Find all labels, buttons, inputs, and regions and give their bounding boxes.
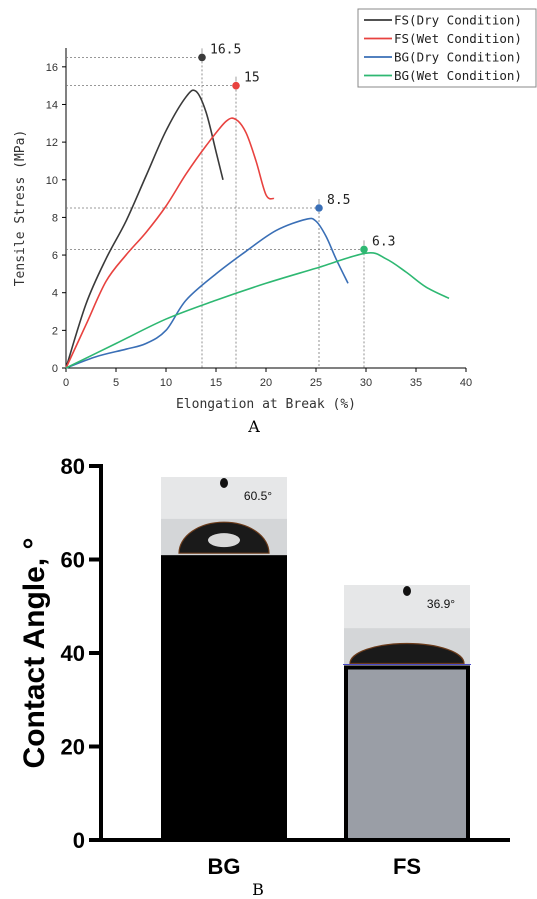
series-line-2	[65, 217, 349, 369]
y-tick-label: 80	[61, 454, 85, 479]
series-lines	[65, 89, 450, 369]
needle-drop	[220, 478, 228, 488]
peak-markers: 16.515 8.5 6.3	[198, 42, 395, 254]
y-tick-label: 8	[52, 212, 58, 224]
needle-drop	[403, 586, 411, 596]
peak-label-2: 8.5	[327, 193, 350, 208]
droplet-photos: 60.5° 36.9°	[161, 477, 471, 668]
y-tick-label: 6	[52, 250, 58, 262]
x-axis-label: Elongation at Break (%)	[176, 397, 356, 412]
y-ticks: 0 20 40 60 80	[61, 454, 101, 853]
droplet-angle-label: 60.5°	[244, 489, 272, 503]
peak-marker-3	[360, 245, 368, 254]
peak-label-0: 16.5	[210, 42, 241, 57]
legend-label-0: FS(Dry Condition)	[394, 13, 522, 28]
x-tick-label: 10	[160, 377, 172, 389]
x-tick-label: 0	[63, 377, 69, 389]
panel-label-b: B	[252, 880, 264, 899]
bar-fs	[344, 665, 470, 842]
contact-angle-chart: 60.5° 36.9° 0 20 40 60 80 BG FS Contact Angle,…	[18, 454, 510, 899]
droplet-angle-label: 36.9°	[427, 597, 455, 611]
droplet-reflection	[208, 533, 240, 548]
x-tick-label: BG	[208, 854, 241, 879]
panel-label-a: A	[247, 417, 260, 436]
y-tick-label: 20	[61, 735, 85, 760]
series-line-1	[65, 117, 275, 369]
peak-label-1: 15	[244, 71, 260, 86]
x-tick-label: 5	[113, 377, 119, 389]
peak-marker-0	[198, 53, 206, 62]
peak-label-3: 6.3	[372, 234, 395, 249]
series-line-0	[65, 89, 224, 369]
y-axis-label: Contact Angle, °	[18, 538, 51, 769]
bars	[161, 555, 470, 842]
x-tick-label: 25	[310, 377, 322, 389]
y-tick-label: 0	[73, 828, 85, 853]
y-tick-label: 12	[46, 137, 58, 149]
legend-label-1: FS(Wet Condition)	[394, 31, 522, 46]
y-tick-label: 16	[46, 62, 58, 74]
x-tick-label: 20	[260, 377, 272, 389]
x-tick-label: 35	[410, 377, 422, 389]
y-tick-label: 14	[46, 99, 58, 111]
x-tick-label: 30	[360, 377, 372, 389]
sessile-droplet	[349, 642, 465, 665]
y-ticks: 0 2 4 6 8 10 12 14 16	[46, 62, 66, 375]
peak-marker-1	[232, 81, 240, 90]
x-ticks: 0 5 10 15 20 25 30 35 40	[63, 368, 472, 389]
x-tick-label: 40	[460, 377, 472, 389]
legend-label-3: BG(Wet Condition)	[394, 68, 522, 83]
y-tick-label: 0	[52, 363, 58, 375]
x-tick-labels: BG FS	[208, 854, 422, 879]
legend: FS(Dry Condition) FS(Wet Condition) BG(Dry…	[357, 8, 537, 88]
y-tick-label: 4	[52, 288, 58, 300]
peak-marker-2	[315, 204, 323, 212]
legend-box	[357, 8, 537, 88]
bar-bg	[161, 555, 287, 842]
y-axis-label: Tensile Stress (MPa)	[13, 130, 28, 287]
legend-label-2: BG(Dry Condition)	[394, 50, 522, 65]
guide-lines	[66, 57, 365, 368]
y-tick-label: 10	[46, 175, 58, 187]
series-line-3	[65, 252, 450, 369]
x-tick-label: 15	[210, 377, 222, 389]
y-tick-label: 2	[52, 325, 58, 337]
y-tick-label: 60	[61, 548, 85, 573]
y-tick-label: 40	[61, 641, 85, 666]
x-tick-label: FS	[393, 854, 421, 879]
